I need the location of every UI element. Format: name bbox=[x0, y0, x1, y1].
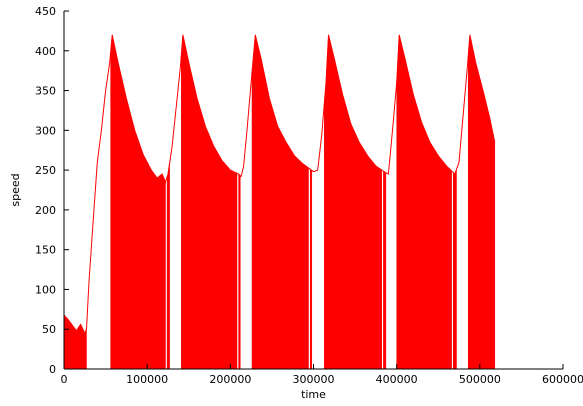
filled-region-5 bbox=[238, 173, 241, 370]
x-tick-label: 500000 bbox=[459, 373, 501, 386]
x-tick-label: 100000 bbox=[126, 373, 168, 386]
x-tick-label: 600000 bbox=[542, 373, 583, 386]
y-tick-label: 400 bbox=[35, 45, 56, 58]
ticks: 0 100000 200000 300000 400000 500000 600000 0 50… bbox=[35, 5, 583, 386]
y-tick-label: 350 bbox=[35, 85, 56, 98]
y-tick-label: 50 bbox=[42, 323, 56, 336]
filled-region-12 bbox=[467, 34, 496, 370]
filled-region-6 bbox=[251, 34, 309, 370]
filled-region-9 bbox=[383, 170, 387, 370]
y-tick-label: 150 bbox=[35, 244, 56, 257]
y-axis-label: speed bbox=[9, 173, 22, 206]
filled-region-10 bbox=[396, 34, 452, 370]
x-tick-label: 400000 bbox=[376, 373, 418, 386]
y-tick-label: 100 bbox=[35, 283, 56, 296]
x-tick-label: 300000 bbox=[293, 373, 335, 386]
y-tick-label: 200 bbox=[35, 204, 56, 217]
filled-region-11 bbox=[452, 169, 457, 370]
filled-region-7 bbox=[309, 168, 313, 370]
filled-region-4 bbox=[181, 34, 238, 370]
filled-region-8 bbox=[324, 34, 382, 370]
y-tick-label: 250 bbox=[35, 164, 56, 177]
x-axis-label: time bbox=[301, 388, 326, 401]
y-tick-label: 450 bbox=[35, 5, 56, 18]
x-tick-label: 0 bbox=[61, 373, 68, 386]
filled-region-2 bbox=[110, 34, 166, 370]
plot-area bbox=[63, 34, 496, 370]
filled-region-1 bbox=[63, 314, 87, 370]
x-tick-label: 200000 bbox=[209, 373, 251, 386]
filled-region-3 bbox=[166, 162, 170, 370]
y-tick-label: 0 bbox=[49, 363, 56, 376]
y-tick-label: 300 bbox=[35, 124, 56, 137]
